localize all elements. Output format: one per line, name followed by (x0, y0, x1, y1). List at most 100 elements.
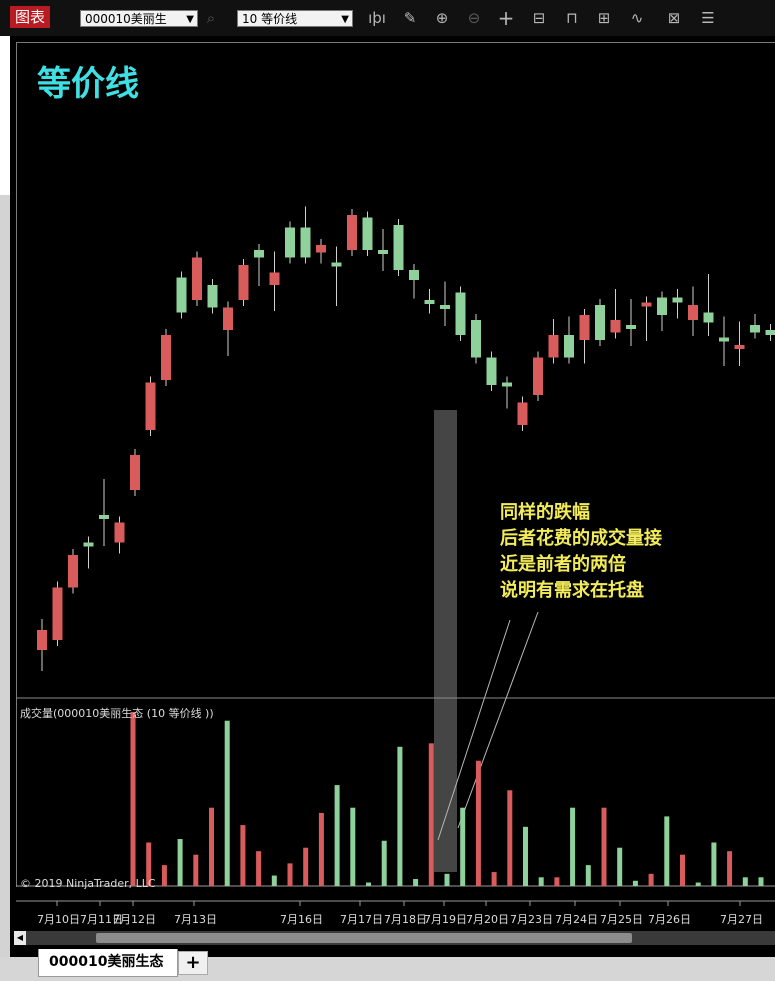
volume-bar (491, 872, 497, 886)
candle-body (440, 305, 450, 309)
volume-bar (146, 842, 152, 886)
candle-body (502, 382, 512, 387)
candle-body (765, 330, 775, 335)
annotation-arrow-1 (437, 619, 511, 841)
candle-body (52, 587, 63, 640)
volume-bar (632, 880, 638, 886)
date-tick-label: 7月24日 (555, 913, 598, 926)
annotation-line: 同样的跌幅 (500, 502, 590, 523)
candle-body (471, 320, 481, 358)
background-panel (0, 195, 10, 981)
candle-body (347, 215, 357, 250)
candle-body (688, 305, 698, 320)
candle-body (455, 292, 466, 335)
date-tick-label: 7月20日 (466, 913, 509, 926)
crosshair-icon[interactable]: + (497, 6, 515, 30)
window-title: 图表 (10, 6, 51, 28)
volume-bar (177, 839, 183, 886)
zoom-out-icon[interactable]: ⊖ (467, 9, 481, 27)
candle-body (672, 297, 683, 303)
strategies-icon[interactable]: ∿ (630, 9, 644, 27)
chart-trader-icon[interactable]: ⊞ (597, 9, 611, 27)
tab-active-chart[interactable]: 000010美丽生态 (38, 949, 178, 977)
volume-bar (554, 877, 560, 886)
date-tick-label: 7月23日 (510, 913, 553, 926)
performance-icon[interactable]: ⊠ (667, 9, 681, 27)
date-tick-label: 7月12日 (113, 913, 156, 926)
volume-bar (209, 807, 214, 886)
candle-body (424, 300, 435, 304)
period-selector[interactable]: 10 等价线 ▼ (237, 10, 353, 27)
candle-body (238, 265, 249, 300)
volume-bar (413, 879, 419, 886)
pencil-icon[interactable]: ✎ (403, 9, 417, 27)
data-box-icon[interactable]: ⊟ (532, 9, 546, 27)
date-tick-label: 7月17日 (340, 913, 383, 926)
volume-bar (287, 863, 293, 886)
candle-body (37, 630, 47, 650)
candle-body (564, 335, 574, 358)
instrument-selector[interactable]: 000010美丽生 ▼ (80, 10, 198, 27)
volume-bar (727, 851, 733, 886)
properties-icon[interactable]: ⊓ (566, 9, 578, 27)
add-tab-button[interactable]: + (178, 951, 208, 975)
volume-bar (664, 816, 670, 886)
date-tick-label: 7月10日 (37, 913, 80, 926)
candle-body (269, 272, 280, 285)
volume-bar (648, 873, 654, 886)
candle-body (595, 305, 605, 340)
volume-bar (303, 847, 309, 886)
candle-body (285, 227, 295, 258)
scroll-left-arrow-icon[interactable]: ◀ (14, 931, 26, 945)
scrollbar-thumb[interactable] (96, 933, 632, 943)
volume-bar (460, 807, 466, 886)
volume-bars (130, 712, 764, 886)
candle-body (331, 262, 342, 267)
bar-style-icon[interactable]: ıþı (368, 9, 386, 27)
volume-bar (397, 746, 403, 886)
search-icon[interactable]: ⌕ (206, 9, 216, 27)
list-icon[interactable]: ☰ (701, 9, 715, 27)
candle-body (393, 225, 404, 270)
volume-bar (366, 882, 371, 886)
candle-body (610, 320, 621, 333)
zoom-in-icon[interactable]: ⊕ (435, 9, 449, 27)
chart-toolbar: 图表 000010美丽生 ▼ ⌕ 10 等价线 ▼ ıþı ✎ ⊕ ⊖ + ⊟ … (0, 0, 775, 36)
candlesticks (37, 206, 775, 671)
date-tick-label: 7月13日 (174, 913, 217, 926)
volume-bar (428, 743, 434, 886)
instrument-selector-value: 000010美丽生 (85, 12, 167, 26)
volume-bar (617, 847, 623, 886)
volume-bar (444, 873, 450, 886)
volume-bar (318, 812, 324, 886)
volume-bar (256, 851, 262, 886)
volume-bar (601, 807, 607, 886)
annotation-arrow-2 (457, 611, 539, 829)
volume-bar (240, 825, 246, 886)
volume-bar (130, 712, 136, 886)
candle-body (300, 227, 311, 258)
candle-body (409, 270, 419, 280)
candle-body (254, 250, 264, 258)
date-tick-label: 7月26日 (648, 913, 691, 926)
volume-bar (193, 854, 199, 886)
candle-body (161, 335, 171, 380)
candle-body (657, 297, 667, 315)
candle-body (533, 357, 543, 395)
candle-body (68, 555, 78, 588)
date-tick-label: 7月18日 (384, 913, 427, 926)
candle-body (486, 357, 497, 385)
candle-body (99, 515, 109, 519)
date-tick-label: 7月19日 (424, 913, 467, 926)
candle-body (223, 307, 233, 330)
volume-bar (570, 807, 576, 886)
candle-body (548, 335, 559, 358)
candle-body (517, 402, 528, 425)
volume-bar (680, 854, 685, 886)
candle-body (641, 302, 652, 307)
chart-frame (10, 36, 775, 957)
date-tick-label: 7月25日 (600, 913, 643, 926)
annotation-text: 同样的跌幅 后者花费的成交量接 近是前者的两倍 说明有需求在托盘 (500, 500, 662, 604)
volume-bar (475, 760, 481, 886)
